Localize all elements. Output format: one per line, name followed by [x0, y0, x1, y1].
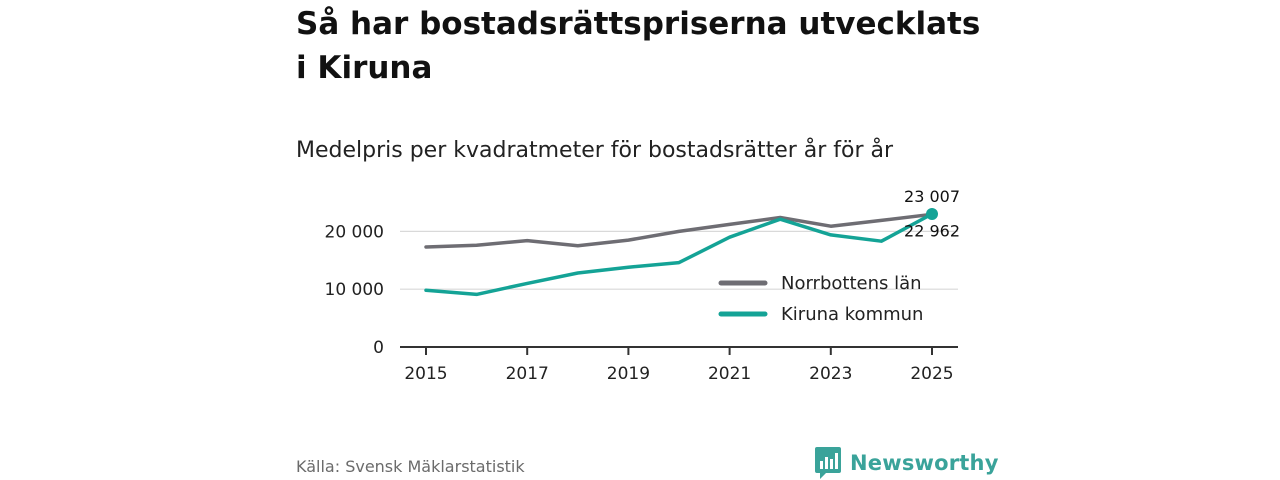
value-label: 22 962 [904, 221, 960, 240]
x-axis: 2015 2017 2019 2021 2023 2025 [400, 346, 958, 384]
series-lines [424, 208, 938, 297]
y-tick-label: 10 000 [325, 280, 384, 300]
chart-subtitle: Medelpris per kvadratmeter för bostadsrä… [296, 138, 894, 163]
y-axis-ticks: 0 10 000 20 000 [325, 222, 384, 358]
x-tick-label: 2021 [708, 364, 751, 384]
x-tick-label: 2017 [506, 364, 549, 384]
y-tick-label: 20 000 [325, 222, 384, 242]
y-tick-label: 0 [373, 338, 384, 358]
x-tick-label: 2025 [910, 364, 953, 384]
bar-chart-badge-icon [815, 447, 841, 479]
x-tick-label: 2015 [404, 364, 447, 384]
chart-title: Så har bostadsrättspriserna utvecklats i… [296, 6, 981, 86]
newsworthy-logo: Newsworthy [814, 446, 999, 480]
series-line-kiruna-kommun [424, 212, 934, 297]
line-chart: 0 10 000 20 000 2015 2017 2019 2021 2023 2025 2… [325, 187, 960, 384]
legend: Norrbottens län Kiruna kommun [718, 273, 923, 325]
chart-card: Så har bostadsrättspriserna utvecklats i… [296, 0, 998, 480]
value-label: 23 007 [904, 187, 960, 206]
x-tick-label: 2019 [607, 364, 650, 384]
x-tick-label: 2023 [809, 364, 852, 384]
brand-name: Newsworthy [850, 451, 999, 475]
end-point-marker [926, 208, 938, 220]
source-note: Källa: Svensk Mäklarstatistik [296, 457, 525, 476]
legend-label: Norrbottens län [781, 273, 922, 294]
series-line-norrbottens-län [424, 212, 934, 249]
legend-label: Kiruna kommun [781, 304, 923, 325]
value-annotations: 23 007 22 962 [904, 187, 960, 240]
